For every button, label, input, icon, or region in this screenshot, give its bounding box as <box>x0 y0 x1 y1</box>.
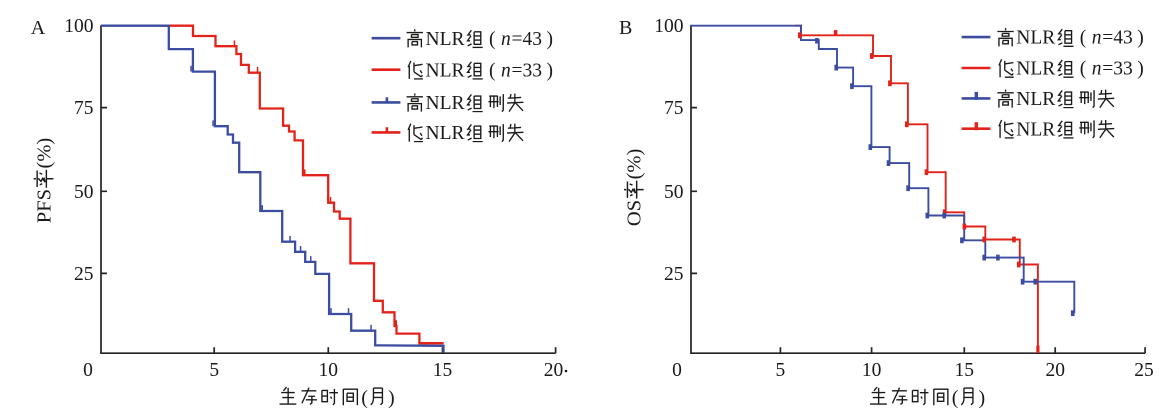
svg-text:75: 75 <box>74 98 94 119</box>
svg-text:25: 25 <box>664 264 684 285</box>
svg-text:B: B <box>619 17 632 39</box>
svg-text:25: 25 <box>74 264 94 285</box>
svg-text:25: 25 <box>1134 360 1154 381</box>
svg-text:): ) <box>979 387 986 409</box>
svg-text:(: ( <box>1080 28 1087 49</box>
svg-text:(: ( <box>952 387 959 409</box>
svg-text:10: 10 <box>862 360 882 381</box>
svg-text:NLR: NLR <box>426 60 465 81</box>
svg-text:NLR: NLR <box>1016 89 1055 110</box>
svg-text:): ) <box>388 387 395 409</box>
svg-text:(%): (%) <box>33 138 55 169</box>
svg-text:100: 100 <box>654 16 683 37</box>
svg-text:(: ( <box>1080 59 1087 80</box>
svg-text:n: n <box>1092 59 1102 80</box>
svg-text:): ) <box>547 29 554 50</box>
svg-text:=33: =33 <box>1102 59 1133 80</box>
svg-text:0: 0 <box>83 360 93 381</box>
svg-text:(: ( <box>489 29 496 50</box>
svg-text:NLR: NLR <box>1016 119 1055 140</box>
svg-text:0: 0 <box>672 360 682 381</box>
svg-text:NLR: NLR <box>1016 59 1055 80</box>
svg-text:NLR: NLR <box>1016 28 1055 49</box>
svg-text:15: 15 <box>955 360 975 381</box>
svg-text:=43: =43 <box>512 29 543 50</box>
svg-text:15: 15 <box>433 360 453 381</box>
svg-text:20: 20 <box>1045 360 1065 381</box>
svg-text:): ) <box>1137 59 1144 80</box>
svg-text:(: ( <box>489 60 496 81</box>
svg-text:50: 50 <box>74 182 94 203</box>
svg-text:n: n <box>501 60 511 81</box>
svg-text:A: A <box>31 17 46 39</box>
svg-text:100: 100 <box>64 16 93 37</box>
svg-text:75: 75 <box>664 98 684 119</box>
svg-text:=43: =43 <box>1102 28 1133 49</box>
svg-text:5: 5 <box>776 360 786 381</box>
svg-text:): ) <box>547 60 554 81</box>
svg-text:OS: OS <box>624 200 646 226</box>
svg-text:n: n <box>501 29 511 50</box>
svg-text:5: 5 <box>209 360 219 381</box>
svg-text:NLR: NLR <box>426 123 465 144</box>
svg-text:(: ( <box>361 387 368 409</box>
svg-text:=33: =33 <box>512 60 543 81</box>
svg-text:): ) <box>1137 28 1144 49</box>
svg-text:n: n <box>1092 28 1102 49</box>
svg-text:10: 10 <box>319 360 339 381</box>
svg-text:(%): (%) <box>624 149 646 180</box>
svg-text:50: 50 <box>664 182 684 203</box>
svg-text:20: 20 <box>544 360 564 381</box>
svg-text:PFS: PFS <box>33 189 55 223</box>
svg-text:NLR: NLR <box>426 93 465 114</box>
svg-text:NLR: NLR <box>426 29 465 50</box>
